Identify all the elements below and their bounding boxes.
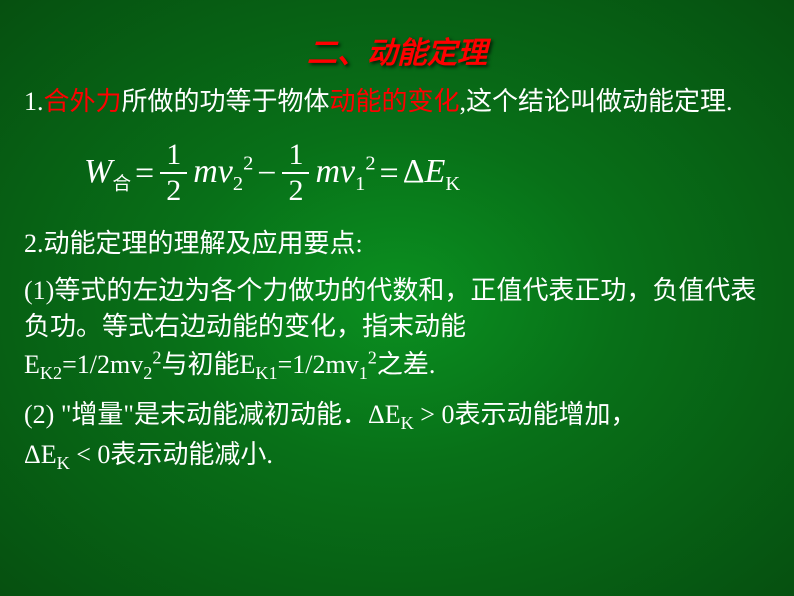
p3b: EK2=1/2mv22与初能EK1=1/2mv12之差. <box>24 350 435 379</box>
formula-mv2: mv22 <box>193 148 253 198</box>
p1-red2: 动能的变化 <box>330 87 460 116</box>
p3-text: (1)等式的左边为各个力做功的代数和，正值代表正功，负值代表负功。等式右边动能的… <box>24 276 756 341</box>
p1-red1: 合外力 <box>44 87 122 116</box>
paragraph-4: (2) "增量"是末动能减初动能．ΔEK > 0表示动能增加， ΔEK < 0表… <box>24 397 770 476</box>
formula-eq1: = <box>135 150 154 198</box>
formula-minus: − <box>257 150 276 198</box>
formula-eq2: = <box>380 150 399 198</box>
formula-frac1: 1 2 <box>160 138 187 208</box>
slide-title: 二、动能定理 <box>0 0 794 72</box>
p4a: (2) "增量"是末动能减初动能．ΔEK > 0表示动能增加， <box>24 400 636 429</box>
paragraph-3: (1)等式的左边为各个力做功的代数和，正值代表正功，负值代表负功。等式右边动能的… <box>24 273 770 387</box>
paragraph-1: 1.合外力所做的功等于物体动能的变化,这个结论叫做动能定理. <box>24 84 770 120</box>
formula-deltaEk: ΔEK <box>403 148 460 198</box>
formula-W: W合 <box>84 148 131 198</box>
formula-mv1: mv12 <box>315 148 375 198</box>
content-area: 1.合外力所做的功等于物体动能的变化,这个结论叫做动能定理. W合 = 1 2 … <box>0 72 794 476</box>
p4b: ΔEK < 0表示动能减小. <box>24 440 273 469</box>
p1-mid1: 所做的功等于物体 <box>122 87 330 116</box>
formula-frac2: 1 2 <box>282 138 309 208</box>
kinetic-energy-formula: W合 = 1 2 mv22 − 1 2 mv12 = ΔEK <box>84 138 770 208</box>
paragraph-2: 2.动能定理的理解及应用要点: <box>24 226 770 262</box>
p1-prefix: 1. <box>24 87 44 116</box>
p1-tail: ,这个结论叫做动能定理. <box>460 87 733 116</box>
formula-block: W合 = 1 2 mv22 − 1 2 mv12 = ΔEK <box>84 138 770 208</box>
